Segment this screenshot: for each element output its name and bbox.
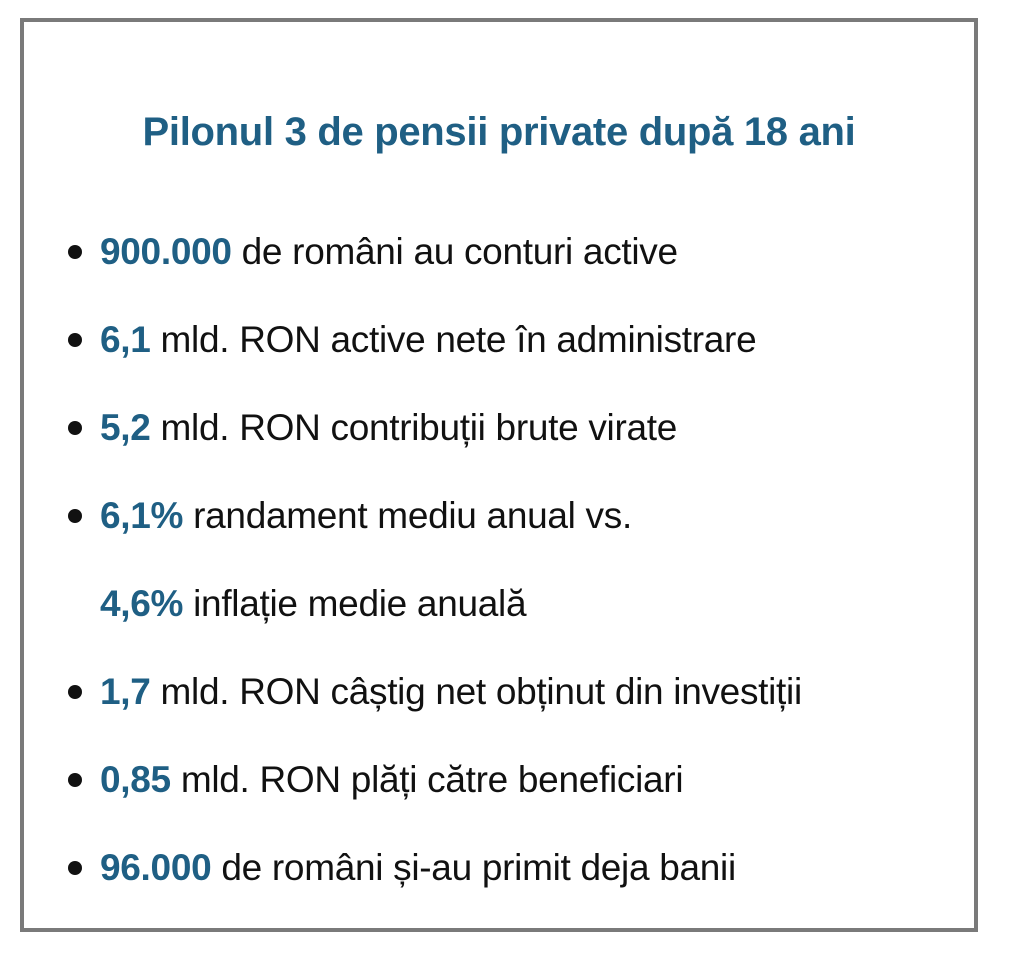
fact-line: 5,2 mld. RON contribuții brute virate bbox=[100, 384, 677, 472]
fact-text: de români și-au primit deja banii bbox=[221, 847, 736, 888]
fact-value: 6,1% bbox=[100, 495, 184, 536]
card-title: Pilonul 3 de pensii private după 18 ani bbox=[142, 110, 856, 154]
fact-line: 96.000 de români și-au primit deja banii bbox=[100, 824, 736, 912]
bullet-icon bbox=[68, 333, 82, 347]
fact-text: randament mediu anual vs. bbox=[193, 495, 632, 536]
bullet-icon bbox=[68, 861, 82, 875]
bullet-icon bbox=[68, 421, 82, 435]
fact-line: 0,85 mld. RON plăți către beneficiari bbox=[100, 736, 684, 824]
fact-value: 6,1 bbox=[100, 319, 151, 360]
fact-value: 1,7 bbox=[100, 671, 151, 712]
fact-value: 96.000 bbox=[100, 847, 212, 888]
bullet-icon bbox=[68, 773, 82, 787]
infographic-card: Pilonul 3 de pensii private după 18 ani … bbox=[20, 18, 978, 932]
fact-value: 4,6% bbox=[100, 583, 184, 624]
fact-value: 0,85 bbox=[100, 759, 171, 800]
fact-line: 6,1 mld. RON active nete în administrare bbox=[100, 296, 757, 384]
bullet-icon bbox=[68, 685, 82, 699]
fact-line: 900.000 de români au conturi active bbox=[100, 208, 678, 296]
fact-line: 6,1% randament mediu anual vs. bbox=[100, 472, 632, 560]
fact-value: 900.000 bbox=[100, 231, 232, 272]
bullet-icon bbox=[68, 509, 82, 523]
fact-line: 4,6% inflație medie anuală bbox=[100, 560, 527, 648]
fact-text: mld. RON contribuții brute virate bbox=[160, 407, 678, 448]
fact-line: 1,7 mld. RON câștig net obținut din inve… bbox=[100, 648, 802, 736]
fact-text: mld. RON active nete în administrare bbox=[160, 319, 757, 360]
fact-text: mld. RON câștig net obținut din investiț… bbox=[160, 671, 803, 712]
fact-text: de români au conturi active bbox=[241, 231, 678, 272]
fact-text: inflație medie anuală bbox=[193, 583, 527, 624]
fact-value: 5,2 bbox=[100, 407, 151, 448]
fact-text: mld. RON plăți către beneficiari bbox=[180, 759, 684, 800]
bullet-icon bbox=[68, 245, 82, 259]
